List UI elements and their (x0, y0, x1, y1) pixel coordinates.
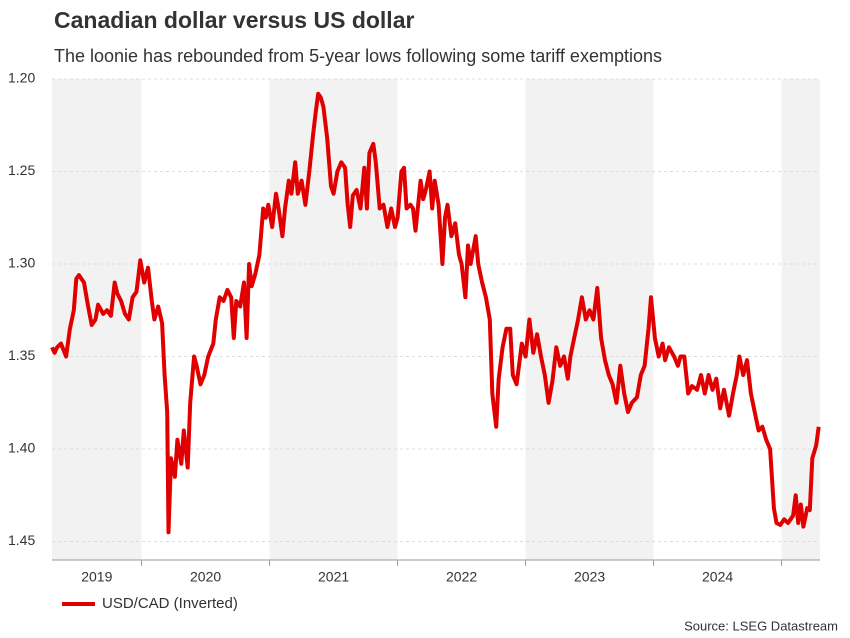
y-tick-label: 1.30 (8, 255, 35, 271)
chart-title: Canadian dollar versus US dollar (54, 7, 414, 33)
year-band (781, 79, 820, 560)
y-tick-label: 1.20 (8, 70, 35, 86)
chart-subtitle: The loonie has rebounded from 5-year low… (54, 46, 662, 66)
x-tick-label: 2023 (574, 569, 605, 585)
year-band (269, 79, 398, 560)
year-band (525, 79, 654, 560)
y-tick-label: 1.35 (8, 347, 35, 363)
x-tick-label: 2021 (318, 569, 349, 585)
legend-label: USD/CAD (Inverted) (102, 595, 238, 612)
x-tick-label: 2019 (81, 569, 112, 585)
source: Source: LSEG Datastream (684, 618, 838, 633)
y-tick-label: 1.45 (8, 532, 35, 548)
y-tick-label: 1.40 (8, 440, 35, 456)
line (50, 91, 821, 535)
x-tick-label: 2024 (702, 569, 733, 585)
y-tick-label: 1.25 (8, 162, 35, 178)
x-tick-label: 2022 (446, 569, 477, 585)
x-tick-label: 2020 (190, 569, 221, 585)
